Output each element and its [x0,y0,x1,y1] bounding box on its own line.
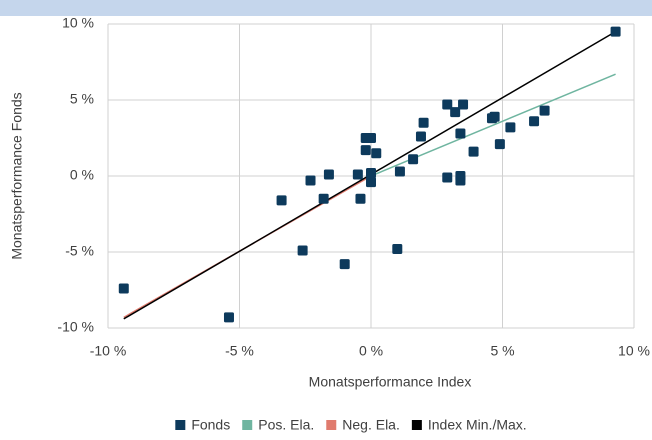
scatter-point [415,131,426,142]
scatter-point [371,148,382,159]
legend-label: Pos. Ela. [258,417,314,433]
scatter-point [442,172,453,183]
scatter-point [539,105,550,116]
legend-swatch [326,420,337,430]
x-tick-label: 5 % [490,343,514,359]
scatter-point [366,167,376,178]
scatter-point [529,116,540,127]
scatter-point [360,145,371,156]
scatter-point [323,169,334,180]
scatter-point [489,111,500,122]
legend-swatch [411,420,422,430]
y-tick-label: 0 % [70,167,94,183]
scatter-point [305,175,316,186]
line-series [370,73,616,177]
scatter-point [455,171,466,181]
scatter-point [494,139,505,150]
scatter-point [505,122,516,133]
scatter-point [366,133,376,143]
scatter-point [392,243,403,254]
x-tick-label: -5 % [225,343,254,359]
x-tick-label: 10 % [618,343,650,359]
y-tick-label: 10 % [62,15,94,31]
scatter-point [418,117,429,128]
scatter-point [468,146,479,157]
scatter-point [223,312,234,323]
scatter-point [339,259,350,270]
y-tick-label: 5 % [70,91,94,107]
legend-swatch [242,420,253,430]
legend-swatch [175,420,186,430]
scatter-point [118,283,129,294]
scatter-point [355,193,366,204]
scatter-point [297,245,308,256]
legend-label: Index Min./Max. [428,417,527,433]
x-tick-label: 0 % [359,343,383,359]
scatter-point [450,107,461,118]
y-tick-label: -10 % [57,319,94,335]
legend-label: Fonds [191,417,230,433]
scatter-point [394,166,405,177]
scatter-point [408,154,419,165]
scatter-point [366,177,376,188]
scatter-point [458,99,469,110]
scatter-point [455,128,466,139]
y-tick-label: -5 % [65,243,94,259]
legend-label: Neg. Ela. [342,417,400,433]
x-axis-label: Monatsperformance Index [309,374,472,390]
y-axis-label: Monatsperformance Fonds [9,92,25,259]
header-bar [0,0,652,16]
scatter-point [276,195,287,206]
scatter-point [352,169,363,180]
scatter-point [442,99,453,110]
scatter-point [318,193,329,204]
scatter-point [610,26,621,37]
x-tick-label: -10 % [90,343,127,359]
